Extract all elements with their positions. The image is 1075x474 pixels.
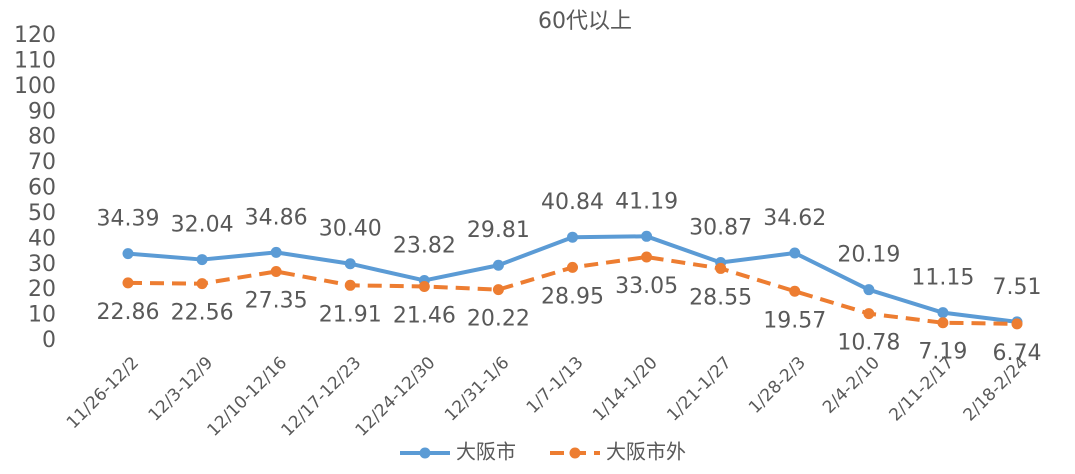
y-tick-label: 90	[28, 99, 56, 124]
y-tick-label: 50	[28, 201, 56, 226]
data-label: 6.74	[993, 341, 1042, 366]
legend-marker	[569, 447, 581, 459]
y-tick-label: 30	[28, 252, 56, 277]
point-marker	[122, 248, 134, 260]
point-marker	[567, 231, 578, 243]
legend-label: 大阪市外	[606, 440, 686, 464]
point-marker	[196, 278, 208, 290]
data-label: 34.39	[97, 207, 160, 232]
data-label: 32.04	[171, 213, 234, 238]
point-marker	[863, 284, 875, 296]
point-marker	[492, 284, 504, 296]
point-marker	[789, 285, 801, 297]
point-marker	[418, 280, 430, 292]
y-tick-label: 80	[28, 125, 56, 150]
data-label: 34.62	[763, 206, 826, 231]
x-tick-label: 1/7-1/13	[523, 353, 588, 418]
y-tick-label: 100	[14, 74, 56, 99]
data-label: 19.57	[763, 308, 826, 333]
point-marker	[937, 317, 949, 329]
data-label: 22.86	[97, 300, 160, 325]
point-marker	[715, 262, 727, 274]
data-label: 34.86	[245, 205, 308, 230]
point-marker	[270, 265, 282, 277]
legend-marker	[419, 447, 431, 459]
point-marker	[196, 254, 208, 266]
x-tick-label: 12/31-1/6	[441, 353, 513, 425]
x-tick-label: 1/14-1/20	[589, 353, 661, 425]
data-label: 11.15	[911, 266, 974, 291]
data-label: 21.46	[393, 303, 456, 328]
point-marker	[270, 246, 282, 258]
y-tick-label: 0	[42, 328, 56, 353]
point-marker	[641, 230, 653, 242]
y-tick-label: 120	[14, 23, 56, 48]
data-label: 40.84	[541, 190, 604, 215]
point-marker	[1011, 318, 1023, 330]
data-label: 27.35	[245, 288, 308, 313]
point-marker	[863, 308, 875, 320]
data-label: 30.87	[689, 216, 752, 241]
legend-label: 大阪市	[456, 440, 516, 464]
point-marker	[641, 251, 653, 263]
data-label: 7.19	[918, 340, 967, 365]
y-tick-label: 20	[28, 277, 56, 302]
data-label: 7.51	[993, 275, 1042, 300]
data-label: 28.55	[689, 285, 752, 310]
data-label: 10.78	[837, 331, 900, 356]
point-marker	[789, 247, 801, 259]
x-tick-label: 2/4-2/10	[819, 353, 884, 418]
x-tick-label: 1/21-1/27	[663, 353, 735, 425]
data-label: 20.22	[467, 307, 530, 332]
x-tick-label: 12/24-12/30	[352, 353, 440, 441]
x-tick-label: 11/26-12/2	[63, 353, 143, 433]
x-tick-label: 12/3-12/9	[145, 353, 217, 425]
data-label: 41.19	[615, 189, 678, 214]
chart-title: 60代以上	[538, 9, 632, 34]
data-label: 29.81	[467, 218, 530, 243]
data-label: 23.82	[393, 233, 456, 258]
y-tick-label: 60	[28, 176, 56, 201]
data-label: 28.95	[541, 284, 604, 309]
point-marker	[492, 259, 504, 271]
x-tick-label: 1/28-2/3	[745, 353, 810, 418]
point-marker	[344, 279, 356, 291]
data-label: 21.91	[319, 302, 382, 327]
y-tick-label: 70	[28, 150, 56, 175]
y-tick-label: 110	[14, 48, 56, 73]
point-marker	[122, 277, 134, 289]
y-tick-label: 10	[28, 303, 56, 328]
data-label: 30.40	[319, 217, 382, 242]
point-marker	[937, 307, 949, 319]
data-label: 20.19	[837, 243, 900, 268]
point-marker	[567, 261, 578, 273]
point-marker	[344, 258, 356, 270]
data-label: 22.56	[171, 301, 234, 326]
y-tick-label: 40	[28, 226, 56, 251]
data-label: 33.05	[615, 274, 678, 299]
